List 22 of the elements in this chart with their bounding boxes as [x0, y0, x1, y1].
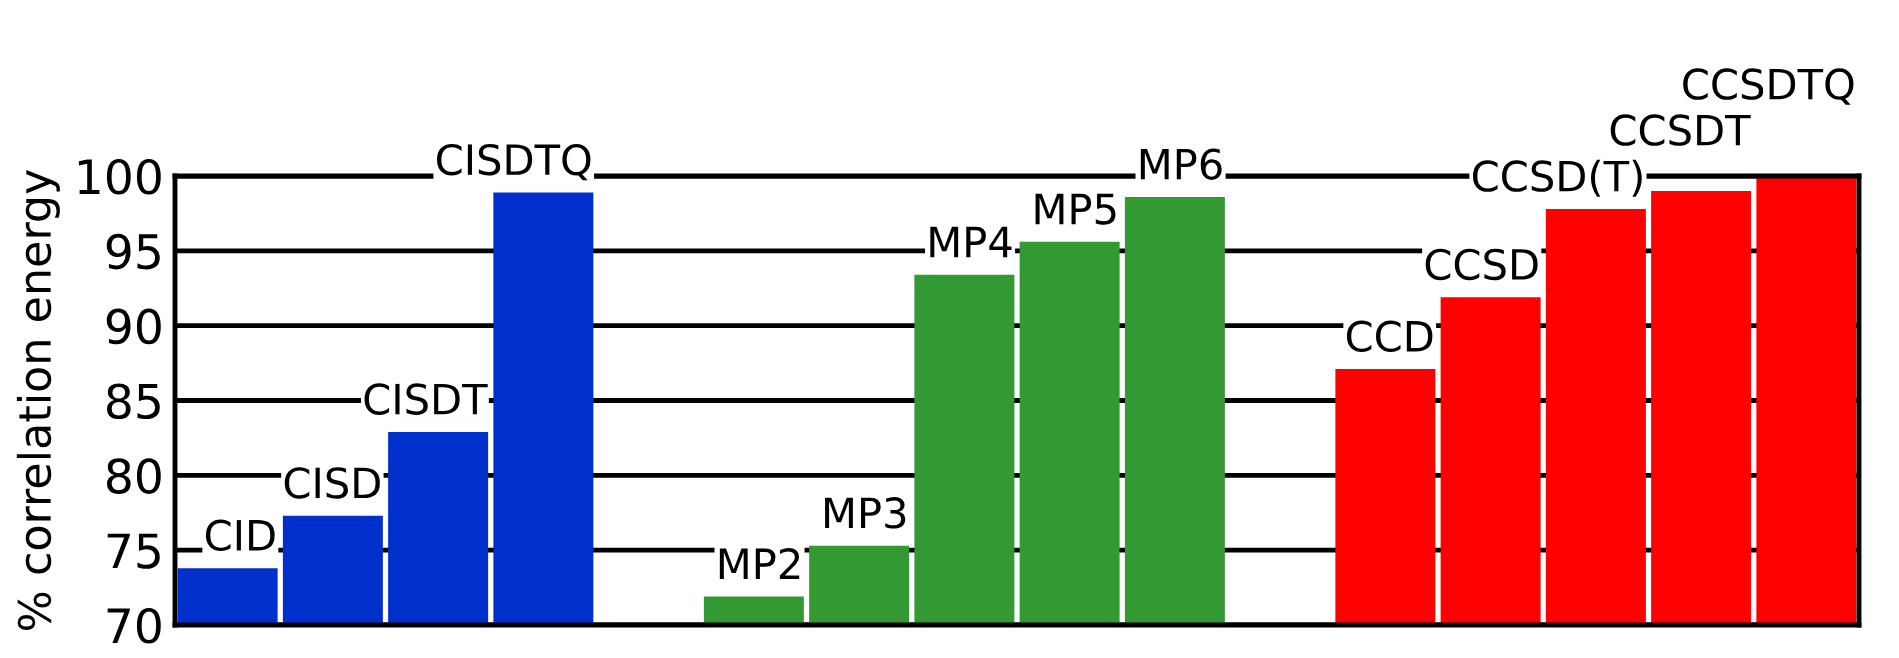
- y-tick-label: 80: [107, 458, 161, 494]
- data-label: CCSDT: [1610, 114, 1751, 146]
- data-label: MP3: [825, 497, 906, 529]
- data-label: MP2: [719, 547, 800, 579]
- data-label: CCSD: [1425, 248, 1538, 281]
- data-label: CISD: [284, 467, 380, 499]
- y-tick-label: 90: [106, 308, 161, 345]
- data-label: CISDT: [364, 383, 488, 415]
- y-axis-title: % correlation energy: [16, 169, 60, 630]
- data-label: MP6: [1140, 148, 1222, 180]
- data-label: CCD: [1346, 320, 1433, 353]
- y-tick-label: 75: [107, 533, 160, 569]
- data-label: CCSD(T): [1472, 159, 1642, 197]
- data-label: CCSDTQ: [1683, 68, 1854, 105]
- data-label: MP4: [930, 226, 1012, 258]
- y-tick-label: 95: [106, 233, 160, 270]
- data-label: CISDTQ: [437, 143, 591, 181]
- data-label: MP5: [1035, 193, 1116, 225]
- data-label: CID: [205, 519, 275, 552]
- y-tick-label: 70: [107, 607, 161, 644]
- y-tick-label: 100: [78, 158, 161, 195]
- y-tick-label: 85: [107, 383, 160, 420]
